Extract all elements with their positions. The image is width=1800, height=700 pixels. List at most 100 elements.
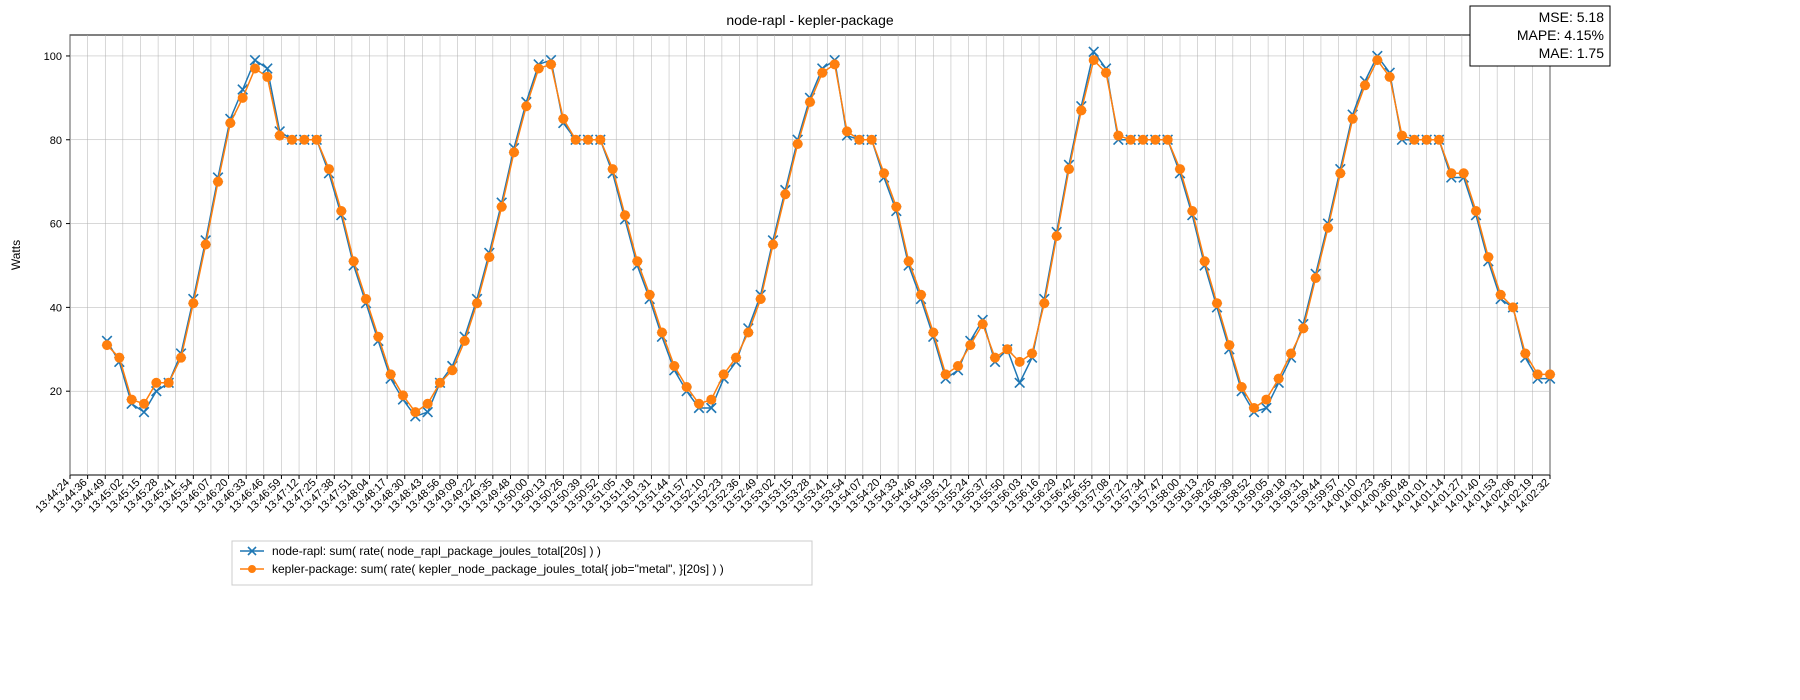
series-kepler-package-marker [929,328,938,337]
series-kepler-package-marker [473,299,482,308]
series-kepler-package-marker [1151,135,1160,144]
series-kepler-package-marker [1176,165,1185,174]
series-kepler-package-marker [1509,303,1518,312]
series-kepler-package-marker [867,135,876,144]
series-kepler-package-marker [423,399,432,408]
series-kepler-package-marker [1040,299,1049,308]
series-kepler-package-marker [1262,395,1271,404]
series-kepler-package-marker [1422,135,1431,144]
series-kepler-package-marker [769,240,778,249]
series-kepler-package-marker [1533,370,1542,379]
series-kepler-package-marker [460,336,469,345]
series-kepler-package-marker [312,135,321,144]
series-kepler-package-marker [325,165,334,174]
series-kepler-package-marker [1200,257,1209,266]
series-kepler-package-marker [386,370,395,379]
series-kepler-package-marker [1052,232,1061,241]
series-kepler-package-marker [436,378,445,387]
metrics-box: MSE: 5.18 MAPE: 4.15% MAE: 1.75 [1470,6,1610,66]
legend-label: kepler-package: sum( rate( kepler_node_p… [272,562,724,576]
y-axis-label: Watts [9,240,23,270]
series-kepler-package-marker [793,139,802,148]
series-kepler-package-marker [966,341,975,350]
series-kepler-package-marker [115,353,124,362]
series-kepler-package-marker [941,370,950,379]
series-kepler-package-marker [1311,274,1320,283]
series-kepler-package-marker [695,399,704,408]
series-kepler-package-marker [707,395,716,404]
series-kepler-package-marker [288,135,297,144]
series-kepler-package-marker [584,135,593,144]
series-kepler-package-marker [843,127,852,136]
series-kepler-package-marker [510,148,519,157]
metrics-line: MAPE: 4.15% [1517,27,1604,43]
series-kepler-package-marker [164,378,173,387]
series-kepler-package-marker [251,64,260,73]
series-kepler-package-marker [263,72,272,81]
series-kepler-package-marker [1299,324,1308,333]
series-kepler-package-marker [201,240,210,249]
series-kepler-package-marker [1484,253,1493,262]
series-kepler-package-marker [448,366,457,375]
series-kepler-package-marker [140,399,149,408]
series-kepler-package-marker [226,119,235,128]
metrics-line: MAE: 1.75 [1539,45,1605,61]
series-kepler-package-marker [991,353,1000,362]
series-kepler-package-marker [732,353,741,362]
series-kepler-package-marker [756,295,765,304]
series-kepler-package-marker [571,135,580,144]
series-kepler-package-marker [1015,357,1024,366]
series-kepler-package-marker [645,290,654,299]
legend-label: node-rapl: sum( rate( node_rapl_package_… [272,544,601,558]
ytick-label: 20 [50,386,62,398]
series-kepler-package-marker [1077,106,1086,115]
metrics-line: MSE: 5.18 [1539,9,1605,25]
ytick-label: 40 [50,302,62,314]
series-kepler-package-marker [880,169,889,178]
series-kepler-package-marker [275,131,284,140]
chart-title: node-rapl - kepler-package [726,12,894,28]
legend: node-rapl: sum( rate( node_rapl_package_… [232,541,812,585]
series-kepler-package-marker [682,383,691,392]
series-kepler-package-marker [830,60,839,69]
series-kepler-package-marker [978,320,987,329]
series-kepler-package-marker [904,257,913,266]
series-kepler-package-marker [522,102,531,111]
series-kepler-package-marker [1348,114,1357,123]
series-kepler-package-marker [1546,370,1555,379]
series-kepler-package-marker [1003,345,1012,354]
series-kepler-package-marker [127,395,136,404]
series-kepler-package-marker [411,408,420,417]
series-kepler-package-marker [337,207,346,216]
series-kepler-package-marker [1225,341,1234,350]
series-kepler-package-marker [1250,403,1259,412]
series-kepler-package-marker [559,114,568,123]
series-kepler-package-marker [1213,299,1222,308]
series-kepler-package-marker [189,299,198,308]
series-kepler-package-marker [1472,207,1481,216]
series-kepler-package-marker [103,341,112,350]
series-kepler-package-marker [806,98,815,107]
series-kepler-package-marker [670,362,679,371]
ytick-label: 60 [50,219,62,231]
series-kepler-package-marker [1398,131,1407,140]
series-kepler-package-marker [1373,56,1382,65]
series-kepler-package-marker [1139,135,1148,144]
series-kepler-package-marker [1336,169,1345,178]
series-kepler-package-marker [596,135,605,144]
series-kepler-package-marker [1435,135,1444,144]
series-kepler-package-marker [497,202,506,211]
series-kepler-package-marker [1521,349,1530,358]
series-kepler-package-marker [1361,81,1370,90]
series-kepler-package-marker [1287,349,1296,358]
series-kepler-package-marker [658,328,667,337]
series-kepler-package-marker [349,257,358,266]
series-kepler-package-marker [621,211,630,220]
series-kepler-package-marker [892,202,901,211]
ytick-label: 80 [50,135,62,147]
series-kepler-package-marker [1126,135,1135,144]
series-kepler-package-marker [781,190,790,199]
figure: 2040608010013:44:2413:44:3613:44:4913:45… [0,0,1800,700]
series-kepler-package-marker [954,362,963,371]
series-kepler-package-marker [485,253,494,262]
